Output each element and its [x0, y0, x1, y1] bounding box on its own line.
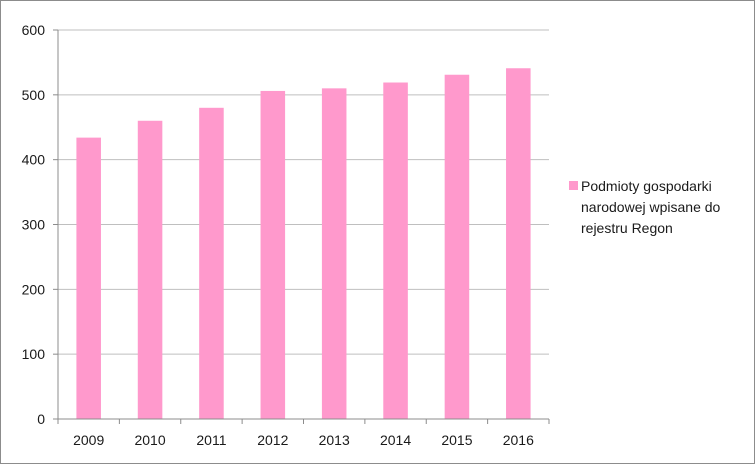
- legend-label: Podmioty gospodarki narodowej wpisane do…: [581, 178, 721, 236]
- x-tick-label: 2009: [73, 432, 104, 448]
- y-tick-label: 400: [22, 152, 46, 168]
- bar: [321, 88, 347, 419]
- bar: [444, 74, 470, 420]
- tick-labels: 0 100 200 300 400 500 600 2009 2010 2011 2012 2013 2…: [22, 22, 534, 448]
- bar: [76, 137, 101, 419]
- y-tick-label: 500: [22, 87, 46, 103]
- y-tick-label: 300: [22, 217, 46, 233]
- y-tick-label: 600: [22, 22, 46, 38]
- legend-swatch: [569, 181, 578, 190]
- y-tick-label: 200: [22, 281, 46, 297]
- x-tick-label: 2010: [134, 432, 165, 448]
- x-tick-label: 2011: [196, 432, 226, 448]
- bar: [199, 107, 224, 420]
- bar: [260, 90, 286, 420]
- bar: [137, 120, 163, 420]
- bar: [506, 68, 531, 420]
- y-tick-label: 0: [37, 411, 45, 427]
- x-tick-label: 2013: [319, 432, 350, 448]
- legend: Podmioty gospodarki narodowej wpisane do…: [569, 176, 749, 239]
- y-tick-label: 100: [22, 346, 46, 362]
- x-tick-label: 2014: [380, 432, 411, 448]
- x-tick-label: 2016: [503, 432, 534, 448]
- gridlines: [58, 29, 549, 355]
- x-tick-label: 2012: [257, 432, 288, 448]
- axes: [53, 29, 550, 424]
- x-tick-label: 2015: [441, 432, 472, 448]
- bars: [76, 68, 531, 420]
- bar: [383, 82, 408, 419]
